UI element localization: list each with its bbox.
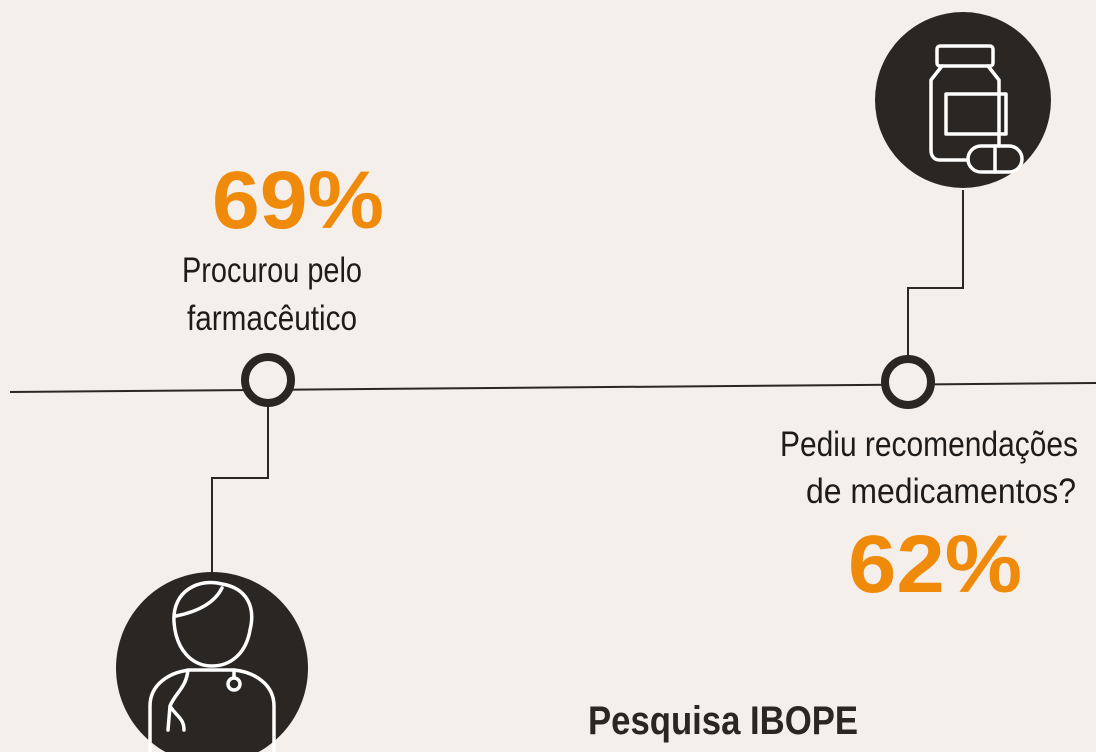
label-line: Pediu recomendações [780, 425, 1078, 464]
connector [211, 404, 269, 590]
doctor-icon [116, 572, 308, 752]
stat: 62% [848, 519, 1022, 610]
label-line: farmacêutico [187, 299, 357, 338]
label-line: de medicamentos? [806, 472, 1076, 511]
label-line: Procurou pelo [182, 251, 362, 290]
source: Pesquisa IBOPE [588, 699, 858, 743]
connector [907, 190, 964, 356]
timeline-marker [881, 355, 935, 409]
timeline-marker [241, 353, 295, 407]
stat: 69% [212, 155, 384, 246]
medicine-icon [875, 12, 1051, 188]
